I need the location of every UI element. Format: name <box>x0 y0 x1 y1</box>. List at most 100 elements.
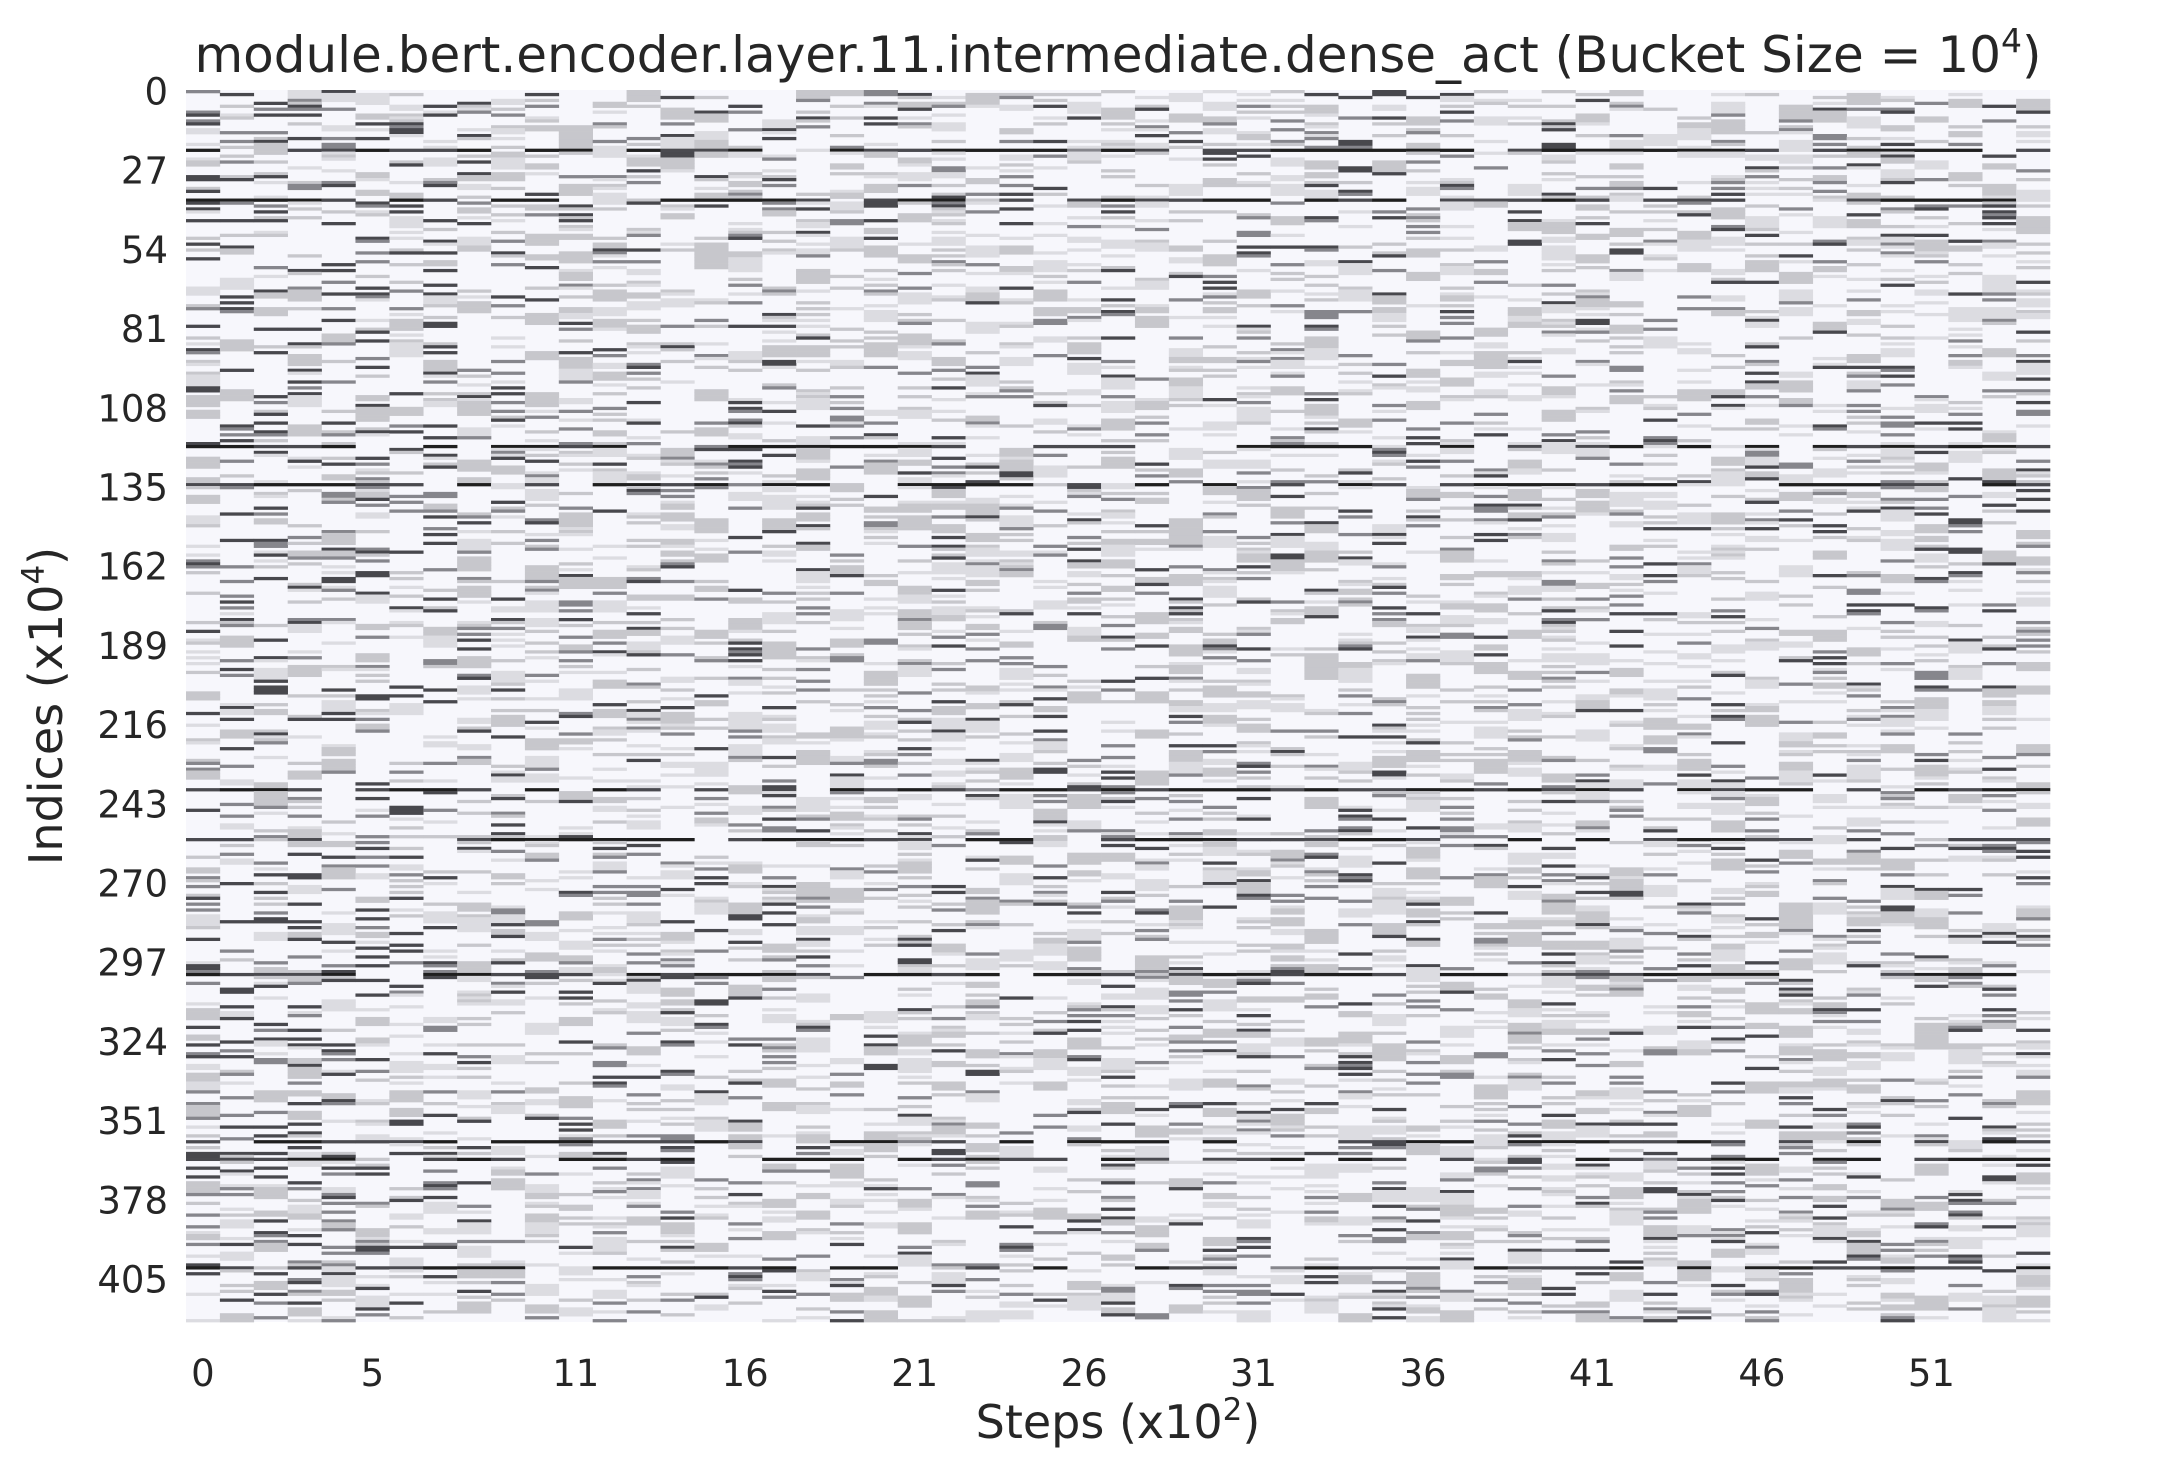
heatmap-cell <box>965 518 1000 522</box>
heatmap-cell <box>558 650 593 654</box>
heatmap-cell <box>558 970 593 974</box>
heatmap-cell <box>592 714 627 719</box>
heatmap-cell <box>524 767 560 771</box>
heatmap-cell <box>321 169 356 173</box>
heatmap-cell <box>863 662 899 666</box>
heatmap-cell <box>389 1151 424 1156</box>
heatmap-cell <box>287 386 322 390</box>
heatmap-cell <box>491 1269 526 1273</box>
heatmap-cell <box>1101 1263 1136 1267</box>
heatmap-cell <box>457 1263 492 1267</box>
heatmap-cell <box>321 307 356 311</box>
heatmap-cell <box>524 1172 560 1176</box>
heatmap-cell <box>762 838 797 842</box>
heatmap-cell <box>626 92 661 97</box>
heatmap-cell <box>897 447 932 452</box>
heatmap-cell <box>694 136 729 141</box>
heatmap-cell <box>321 978 356 983</box>
heatmap-cell <box>389 131 424 135</box>
heatmap-cell <box>796 459 831 463</box>
heatmap-cell <box>219 1011 255 1015</box>
heatmap-cell <box>897 477 932 481</box>
heatmap-cell <box>1067 559 1102 563</box>
heatmap-cell <box>1101 1292 1136 1296</box>
heatmap-cell <box>660 154 695 158</box>
heatmap-cell <box>355 530 390 534</box>
heatmap-cell <box>355 553 390 557</box>
heatmap-cell <box>999 574 1034 578</box>
heatmap-cell <box>1168 547 1204 551</box>
heatmap-cell <box>321 576 356 581</box>
heatmap-cell <box>524 239 560 243</box>
heatmap-cell <box>829 1201 865 1206</box>
heatmap-cell <box>1202 1131 1237 1135</box>
heatmap-cell <box>762 527 797 531</box>
heatmap-cell <box>999 386 1034 390</box>
heatmap-cell <box>762 524 797 528</box>
heatmap-cell <box>389 1022 424 1027</box>
heatmap-cell <box>389 1216 424 1220</box>
heatmap-cell <box>253 873 288 877</box>
heatmap-cell <box>863 1131 899 1135</box>
heatmap-cell <box>219 248 255 252</box>
heatmap-cell <box>1067 799 1102 804</box>
heatmap-cell <box>694 899 729 903</box>
heatmap-cell <box>762 500 797 504</box>
heatmap-cell <box>524 726 560 730</box>
heatmap-cell <box>694 1002 729 1006</box>
heatmap-cell <box>1168 981 1204 986</box>
heatmap-cell <box>694 462 729 466</box>
heatmap-cell <box>457 183 492 188</box>
heatmap-cell <box>355 204 390 208</box>
heatmap-cell <box>863 92 899 97</box>
heatmap-cell <box>355 656 390 660</box>
heatmap-cell <box>965 1204 1000 1208</box>
heatmap-cell <box>796 318 831 323</box>
heatmap-cell <box>389 576 424 581</box>
heatmap-cell <box>626 95 661 100</box>
heatmap-cell <box>762 128 797 132</box>
heatmap-cell <box>592 392 627 396</box>
heatmap-cell <box>1067 955 1102 959</box>
heatmap-cell <box>1202 295 1237 299</box>
heatmap-cell <box>287 829 322 833</box>
heatmap-cell <box>558 506 593 510</box>
heatmap-cell <box>694 656 729 660</box>
heatmap-cell <box>897 1225 932 1229</box>
heatmap-cell <box>592 318 627 323</box>
heatmap-cell <box>186 902 221 906</box>
heatmap-cell <box>491 172 526 176</box>
heatmap-cell <box>1202 999 1237 1003</box>
heatmap-cell <box>524 788 560 792</box>
heatmap-cell <box>457 928 492 933</box>
heatmap-cell <box>660 565 695 569</box>
heatmap-cell <box>897 870 932 874</box>
heatmap-cell <box>1067 823 1102 827</box>
heatmap-cell <box>931 139 966 144</box>
heatmap-cell <box>796 442 831 446</box>
heatmap-cell <box>423 509 458 513</box>
heatmap-cell <box>321 359 356 364</box>
heatmap-cell <box>931 1060 966 1065</box>
heatmap-cell <box>558 462 593 466</box>
heatmap-cell <box>829 911 865 915</box>
heatmap-cell <box>287 216 322 220</box>
heatmap-cell <box>592 838 627 842</box>
heatmap-cell <box>186 1266 221 1270</box>
heatmap-cell <box>389 908 424 912</box>
heatmap-cell <box>592 902 627 906</box>
heatmap-cell <box>1202 770 1237 774</box>
heatmap-cell <box>1033 1031 1068 1035</box>
heatmap-cell <box>1134 242 1170 246</box>
heatmap-cell <box>829 1236 865 1241</box>
heatmap-cell <box>1067 1058 1102 1062</box>
heatmap-cell <box>965 95 1000 100</box>
heatmap-cell <box>965 233 1000 238</box>
heatmap-cell <box>423 324 458 328</box>
heatmap-cell <box>1168 354 1204 358</box>
heatmap-cell <box>355 403 390 408</box>
heatmap-cell <box>253 204 288 208</box>
heatmap-cell <box>999 1263 1034 1267</box>
heatmap-cell <box>796 1192 831 1197</box>
heatmap-cell <box>1168 905 1204 909</box>
